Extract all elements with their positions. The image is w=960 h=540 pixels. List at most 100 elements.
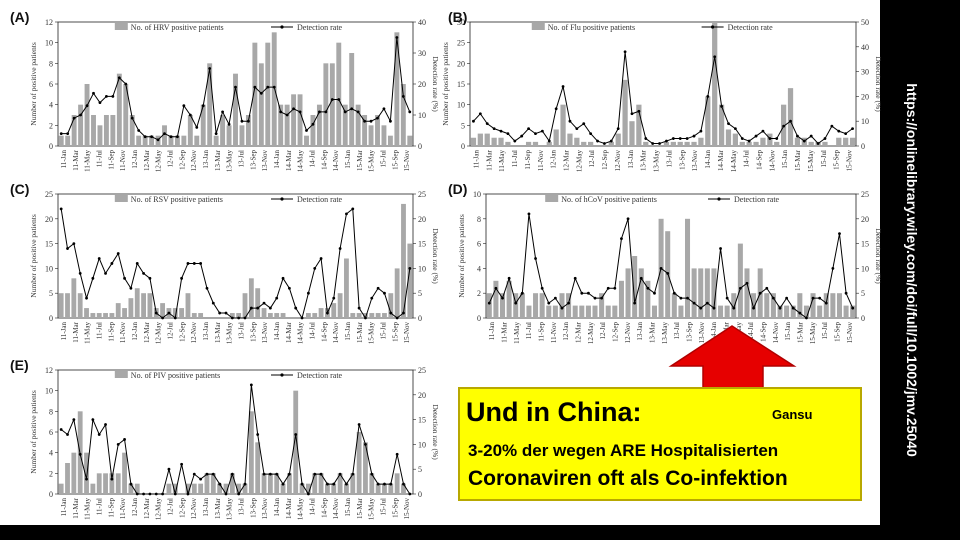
x-tick-label: 11-May — [84, 150, 92, 172]
bar — [71, 452, 77, 494]
bar — [274, 313, 280, 318]
line-point — [319, 472, 323, 476]
left-tick-label: 5 — [461, 121, 465, 130]
line-point — [637, 109, 641, 113]
x-tick-label: 14-Sep — [760, 322, 768, 342]
x-tick-label: 12-Mar — [143, 497, 151, 519]
left-tick-label: 10 — [45, 39, 53, 48]
line-point — [802, 139, 806, 143]
x-tick-label: 11-Jan — [60, 322, 68, 341]
bar — [375, 483, 381, 494]
legend-bar-label: No. of RSV positive patients — [131, 195, 223, 204]
bar — [71, 278, 77, 318]
y-axis-label-left: Number of positive patients — [457, 214, 466, 298]
x-tick-label: 13-Nov — [698, 322, 706, 344]
line-point — [59, 132, 63, 136]
y-axis-label-right: Detection rate (%) — [431, 56, 440, 112]
left-tick-label: 15 — [45, 240, 53, 249]
left-tick-label: 2 — [477, 289, 481, 298]
line-point — [173, 492, 177, 496]
line-point — [513, 139, 517, 143]
right-tick-label: 5 — [861, 289, 865, 298]
line-point — [754, 134, 758, 138]
bar — [293, 390, 299, 494]
left-tick-label: 2 — [49, 469, 53, 478]
bar — [608, 141, 614, 146]
bar — [255, 288, 261, 318]
line-point — [192, 262, 196, 265]
bar — [691, 141, 697, 146]
x-tick-label: 12-Jan — [131, 150, 139, 169]
bar — [375, 313, 381, 318]
line-point — [506, 132, 510, 136]
source-url-text[interactable]: https://onlinelibrary.wiley.com/doi/full… — [904, 83, 920, 457]
bar — [267, 313, 273, 318]
bar — [381, 125, 387, 146]
bar — [350, 473, 356, 494]
source-url[interactable]: https://onlinelibrary.wiley.com/doi/full… — [904, 83, 922, 456]
x-tick-label: 13-Sep — [678, 150, 686, 170]
line-point — [72, 242, 76, 246]
x-tick-label: 11-Sep — [107, 498, 115, 518]
bar — [698, 137, 704, 146]
line-point — [173, 316, 177, 320]
x-tick-label: 15-Jul — [820, 150, 828, 168]
line-point — [161, 492, 165, 496]
x-tick-label: 14-Jul — [308, 150, 316, 168]
line-point — [156, 138, 160, 142]
bar — [618, 280, 624, 318]
bar — [539, 293, 545, 318]
right-tick-label: 15 — [418, 416, 426, 425]
bar — [207, 63, 213, 146]
line-point — [593, 296, 597, 300]
line-point — [199, 477, 203, 481]
bar — [382, 483, 387, 494]
legend-bar-swatch — [114, 371, 128, 378]
line-point — [747, 139, 751, 143]
line-point — [789, 119, 792, 123]
line-point — [129, 286, 133, 290]
bar — [280, 483, 286, 494]
line-point — [705, 301, 709, 305]
right-tick-label: 0 — [861, 142, 865, 151]
bar — [363, 313, 368, 318]
bar — [291, 94, 297, 146]
line-point — [364, 316, 367, 320]
bar — [830, 293, 836, 318]
x-tick-label: 13-Jul — [237, 322, 245, 340]
line-point — [292, 107, 295, 111]
line-point — [376, 286, 380, 290]
bar — [147, 293, 153, 318]
bar — [823, 293, 829, 318]
bar — [242, 483, 248, 494]
bar — [486, 293, 492, 318]
line-point — [294, 433, 298, 436]
bar — [213, 135, 219, 146]
legend-line-marker — [280, 197, 284, 201]
x-tick-label: 14-Sep — [320, 150, 328, 170]
x-tick-label: 11-Mar — [485, 149, 493, 170]
legend-bar-label: No. of hCoV positive patients — [561, 195, 657, 204]
line-point — [389, 311, 393, 315]
x-tick-label: 15-May — [809, 322, 817, 345]
line-point — [66, 247, 69, 250]
line-point — [589, 132, 593, 136]
x-tick-label: 13-Mar — [214, 497, 222, 519]
x-tick-label: 12-Jul — [166, 322, 174, 340]
x-tick-label: 14-Jan — [273, 322, 281, 341]
bar — [643, 141, 649, 146]
bar — [363, 442, 368, 494]
x-tick-label: 13-Nov — [691, 150, 699, 172]
line-point — [582, 122, 586, 126]
x-tick-label: 12-May — [587, 322, 595, 345]
line-point — [727, 122, 730, 126]
bar — [103, 115, 109, 146]
bar — [194, 135, 200, 146]
bar — [65, 293, 70, 318]
y-axis-label-right: Detection rate (%) — [874, 228, 883, 284]
line-point — [395, 36, 399, 39]
x-tick-label: 13-Mar — [640, 149, 648, 171]
bar — [312, 313, 318, 318]
bar — [248, 278, 254, 318]
line-point — [311, 122, 315, 126]
